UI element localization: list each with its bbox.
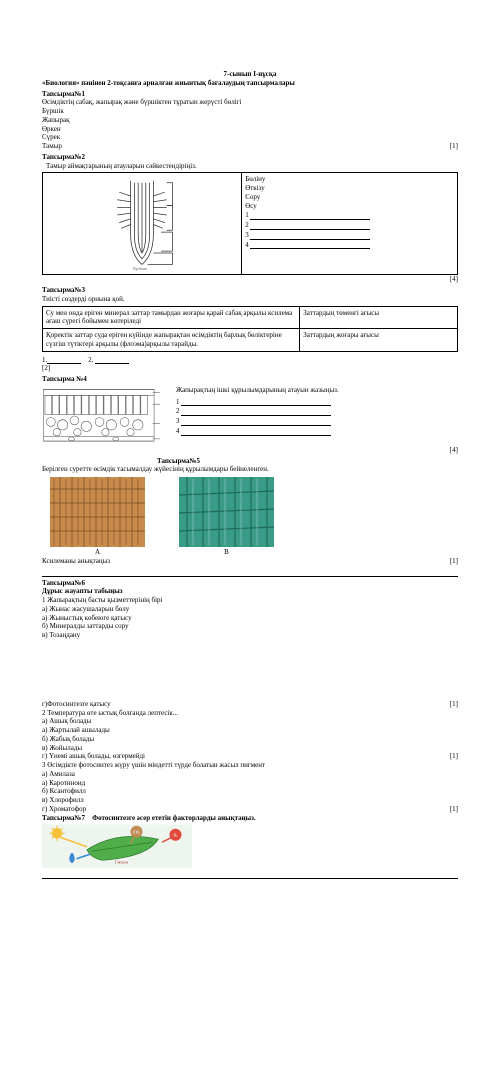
t7-prompt: Фотосинтезге әсер ететін факторларды аны… (92, 814, 256, 822)
t6-q1-opt: г)Фотосинтезге қатысу (42, 700, 111, 708)
t4-prompt: Жапырақтың ішкі құрылымдарының атауын жа… (176, 386, 458, 395)
main-title: «Биология» пәнінен 2-тоқсанға арналған ж… (42, 79, 458, 88)
t3-r2l: Қоректік заттар суда еріген күйінде жапы… (43, 329, 300, 352)
t6-q1-opt: б) Минералды заттарды сору (42, 622, 458, 631)
t1-score: [1] (450, 142, 458, 151)
tissue-a-image (50, 477, 145, 547)
t6-q2: 2 Температура өте ыстық болғанда лептесі… (42, 709, 458, 718)
t6-q3-opt: в) Хлорофилл (42, 796, 458, 805)
t6-sub: Дұрыс жауапты табыңыз (42, 587, 458, 596)
root-diagram: 10μSham (82, 177, 202, 272)
t6-q3-score: [1] (450, 805, 458, 814)
t1-opt: Бүршік (42, 107, 458, 116)
t6-q3-opt: а) Амилаза (42, 770, 458, 779)
label-a: А (50, 548, 145, 557)
t4-heading: Тапсырма №4 (42, 375, 458, 384)
t3-fill-2: 2. (88, 356, 93, 364)
svg-text:Глюкоза: Глюкоза (115, 861, 129, 865)
t2-term: Бөліну (245, 175, 454, 184)
t3-r2r: Заттардың жоғары ағысы (300, 329, 458, 352)
t6-q3: 3 Өсімдікте фотосинтез жүру үшін міндетт… (42, 761, 458, 770)
t6-q3-opt: г) Хроматофор (42, 805, 86, 813)
t2-term: Өткізу (245, 184, 454, 193)
svg-text:СО₂: СО₂ (133, 831, 141, 835)
t6-q2-opt: г) Үнемі ашық болады, өзгермейді (42, 752, 145, 760)
t5-answer-line (42, 570, 458, 577)
t7-answer-line (42, 872, 458, 879)
t2-term: Сору (245, 193, 454, 202)
t6-q1-opt: а) Жыныстық көбеюге қатысу (42, 614, 458, 623)
t1-opt: Өркен (42, 125, 458, 134)
t6-q3-opt: а) Каротиноид (42, 779, 458, 788)
leaf-cross-section (42, 386, 160, 446)
svg-text:10μSham: 10μSham (133, 267, 148, 271)
t1-opt: Тамыр (42, 142, 62, 150)
t5-heading: Тапсырма№5 (157, 457, 458, 466)
t6-q2-opt: в) Жойылады (42, 744, 458, 753)
t6-q1-opt: в) Тозаңдану (42, 631, 458, 640)
t2-prompt: Тамыр аймақтарының атауларын сәйкестенді… (46, 162, 458, 171)
t3-score: [2] (42, 364, 458, 373)
label-b: В (179, 548, 274, 557)
t6-heading: Тапсырма№6 (42, 579, 458, 588)
t6-q1: 1 Жапырақтың басты қызметтерінің бірі (42, 596, 458, 605)
t2-table: 10μSham Бөліну Өткізу Сору Өсу 1 2 3 4 (42, 172, 458, 275)
t3-r1l: Су мен онда еріген минерал заттар тамырд… (43, 306, 300, 329)
t1-prompt: Өсімдіктің сабақ, жапырақ және бүршіктен… (42, 98, 458, 107)
t5-score: [1] (450, 557, 458, 566)
t2-score: [4] (450, 275, 458, 284)
t3-prompt: Тиісті сөздерді орнына қой. (42, 295, 458, 304)
t1-opt: Жапырақ (42, 116, 458, 125)
t3-heading: Тапсырма№3 (42, 286, 458, 295)
t1-opt: Сүрек (42, 133, 458, 142)
t5-prompt: Берілген суретте өсімдік тасымалдау жүйе… (42, 465, 458, 474)
tissue-b-image (179, 477, 274, 547)
t4-score: [4] (450, 446, 458, 455)
t3-r1r: Заттардың төменгі ағысы (300, 306, 458, 329)
t6-q1-opt: а) Жынас жасушаларын бөлу (42, 605, 458, 614)
t6-q2-opt: а) Жартылай ашылады (42, 726, 458, 735)
grade-line: 7-сынып І-нұсқа (42, 70, 458, 79)
photosynthesis-diagram: СО₂ О₂ Глюкоза (42, 824, 192, 868)
t3-table: Су мен онда еріген минерал заттар тамырд… (42, 306, 458, 352)
t2-heading: Тапсырма№2 (42, 153, 458, 162)
t6-q1-score: [1] (450, 700, 458, 709)
t6-q2-opt: б) Жабық болады (42, 735, 458, 744)
t7-heading: Тапсырма№7 (42, 814, 85, 822)
t6-q3-opt: б) Ксантофилл (42, 787, 458, 796)
t5-task: Ксилеманы анықтаңыз (42, 557, 110, 565)
t6-q2-opt: а) Ашық болады (42, 717, 458, 726)
t6-q2-score: [1] (450, 752, 458, 761)
t1-heading: Тапсырма№1 (42, 90, 458, 99)
t2-term: Өсу (245, 202, 454, 211)
